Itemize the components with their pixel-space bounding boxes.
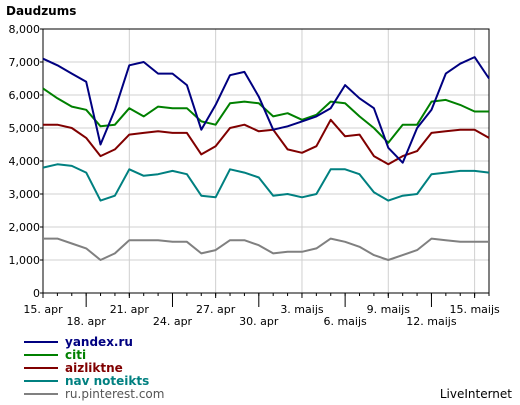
- series-line-yandex-ru: [42, 56, 490, 164]
- x-axis-ticks: 15. apr 21. apr 27. apr 3. maijs 9. maijs 15.…: [23, 293, 500, 328]
- watermark-text: LiveInternet: [440, 387, 512, 401]
- legend-label: aizliktne: [65, 361, 123, 375]
- x-tick-label: 15. apr: [23, 303, 63, 316]
- x-tick-label: 6. maijs: [323, 315, 367, 328]
- series-line-aizliktne: [43, 118, 490, 166]
- y-tick-label: 1,000: [9, 254, 41, 267]
- series-line-citi: [42, 87, 489, 144]
- series-line-ru-pinterest-com: [43, 237, 489, 261]
- x-tick-label: 15. maijs: [449, 303, 500, 316]
- series-lines: [42, 56, 490, 261]
- y-tick-label: 8,000: [9, 23, 41, 36]
- x-tick-label: 27. apr: [196, 303, 236, 316]
- y-axis-ticks: 0 1,000 2,000 3,000 4,000 5,000 6,000 7,000 8,00…: [9, 23, 43, 300]
- legend-label: yandex.ru: [65, 335, 133, 349]
- y-tick-label: 7,000: [9, 56, 41, 69]
- y-tick-label: 4,000: [9, 155, 41, 168]
- x-tick-label: 18. apr: [67, 315, 107, 328]
- series-line-nav-noteikts: [42, 163, 490, 202]
- x-tick-label: 9. maijs: [367, 303, 411, 316]
- y-tick-label: 0: [33, 287, 40, 300]
- y-tick-label: 6,000: [9, 89, 41, 102]
- x-tick-label: 30. apr: [239, 315, 279, 328]
- x-tick-label: 12. maijs: [406, 315, 457, 328]
- x-tick-label: 21. apr: [110, 303, 150, 316]
- legend-label: ru.pinterest.com: [65, 387, 164, 401]
- grid: [43, 29, 489, 293]
- y-tick-label: 3,000: [9, 188, 41, 201]
- legend-label: citi: [65, 348, 86, 362]
- x-tick-label: 3. maijs: [280, 303, 324, 316]
- x-tick-label: 24. apr: [153, 315, 193, 328]
- y-tick-label: 2,000: [9, 221, 41, 234]
- legend-label: nav noteikts: [65, 374, 149, 388]
- y-tick-label: 5,000: [9, 122, 41, 135]
- chart-title: Daudzums: [6, 4, 76, 18]
- plot-frame: [42, 28, 490, 294]
